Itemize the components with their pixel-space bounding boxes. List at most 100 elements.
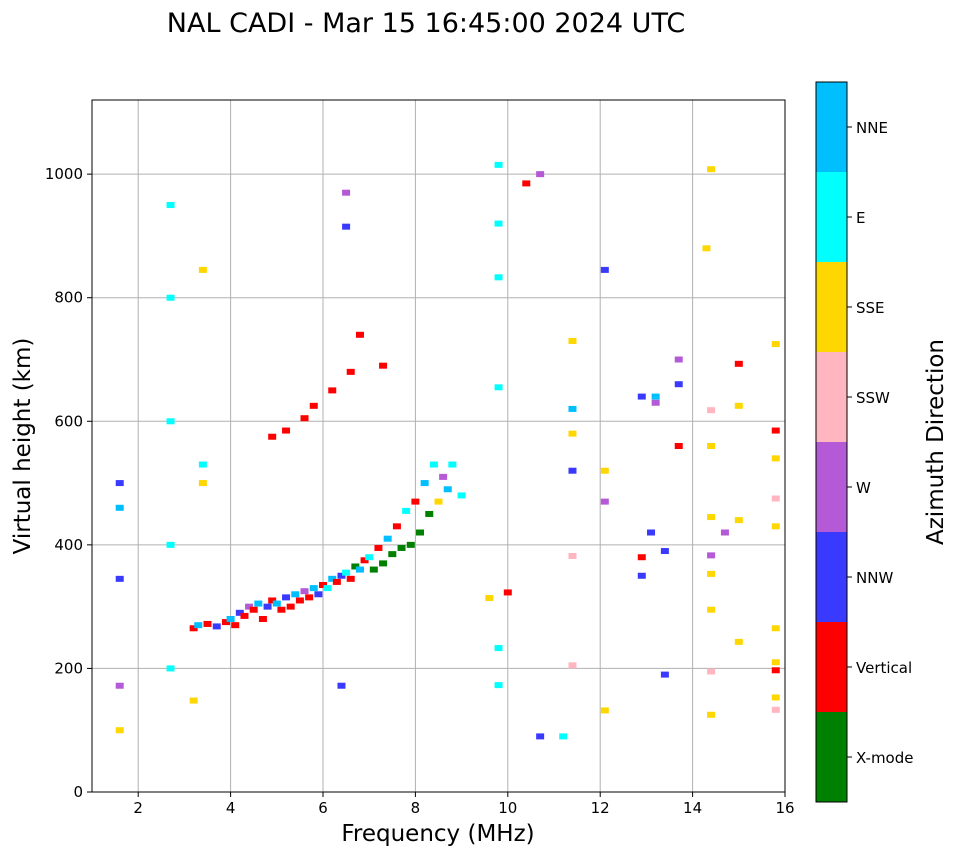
data-point (355, 566, 364, 573)
data-point (771, 625, 780, 632)
data-point (494, 220, 503, 227)
data-point (600, 707, 609, 714)
data-point (337, 572, 346, 579)
data-point (674, 443, 683, 449)
data-point (494, 161, 503, 168)
data-point (720, 529, 729, 536)
x-tick-label: 8 (411, 799, 421, 817)
data-point (660, 548, 669, 555)
data-point (439, 473, 448, 480)
y-tick-label: 1000 (45, 165, 83, 183)
data-point (314, 591, 323, 598)
data-point (342, 569, 351, 576)
data-point (434, 498, 443, 505)
data-point (707, 711, 716, 718)
data-point (249, 606, 258, 613)
data-point (268, 597, 277, 604)
data-point (568, 430, 577, 437)
data-point (115, 682, 124, 689)
data-point (115, 575, 124, 582)
data-point (342, 189, 351, 196)
data-point (771, 659, 780, 666)
data-point (369, 566, 378, 573)
data-point (360, 557, 369, 564)
data-point (397, 544, 406, 551)
data-point (707, 570, 716, 577)
data-point (651, 399, 660, 406)
data-point (707, 552, 716, 559)
data-point (771, 495, 780, 502)
data-point (674, 381, 683, 388)
data-point (411, 498, 420, 505)
data-point (226, 616, 235, 622)
data-point (258, 616, 267, 622)
colorbar-segment (816, 442, 847, 532)
y-tick-label: 400 (54, 536, 83, 554)
data-point (300, 588, 309, 595)
data-point (319, 582, 327, 589)
data-point (379, 362, 388, 369)
data-point (272, 600, 281, 607)
data-point (647, 529, 656, 536)
colorbar-label: Azimuth Direction (923, 339, 949, 545)
data-point (406, 541, 415, 548)
data-point (448, 461, 457, 468)
data-point (707, 514, 716, 521)
data-point (166, 202, 175, 209)
data-point (568, 662, 577, 669)
x-tick-label: 10 (498, 799, 517, 817)
data-point (355, 331, 364, 338)
data-point (559, 733, 568, 740)
data-point (429, 461, 438, 468)
colorbar-segment (816, 352, 847, 442)
data-point (328, 575, 337, 582)
data-point (522, 180, 531, 187)
data-point (300, 415, 309, 422)
data-point (771, 706, 780, 713)
colorbar-segment (816, 622, 847, 712)
data-point (282, 594, 291, 601)
data-point (189, 697, 198, 704)
data-point (637, 572, 646, 579)
data-point (702, 245, 711, 252)
data-point (651, 393, 660, 400)
data-point (383, 535, 392, 542)
chart-title: NAL CADI - Mar 15 16:45:00 2024 UTC (167, 8, 685, 39)
data-point (660, 671, 669, 678)
data-point (379, 560, 388, 567)
data-point (115, 504, 124, 511)
data-point (392, 523, 401, 530)
data-point (295, 597, 304, 604)
y-tick-label: 600 (54, 412, 83, 430)
data-point (674, 356, 683, 363)
colorbar-frame (815, 81, 848, 803)
data-point (637, 554, 646, 561)
data-point (194, 622, 203, 629)
data-point (637, 393, 646, 400)
data-point (346, 575, 355, 582)
data-point (323, 585, 332, 592)
data-point (568, 405, 577, 412)
colorbar-tick-label: SSE (856, 299, 885, 317)
data-point (707, 606, 716, 613)
data-point (771, 523, 780, 530)
data-point (457, 492, 466, 499)
data-point (337, 682, 346, 689)
data-point (485, 594, 494, 601)
colorbar-tick-label: E (856, 209, 865, 227)
data-point (291, 591, 300, 598)
colorbar-segment (816, 262, 847, 352)
data-point (263, 603, 272, 610)
colorbar-tick-label: W (856, 479, 871, 497)
y-tick-label: 800 (54, 289, 83, 307)
data-point (245, 603, 254, 610)
data-point (771, 694, 780, 701)
data-point (221, 619, 230, 626)
data-point (402, 507, 411, 514)
y-axis-label: Virtual height (km) (10, 338, 36, 555)
data-point (771, 455, 780, 462)
data-point (388, 551, 397, 558)
data-point (416, 529, 425, 536)
colorbar-segment (816, 532, 847, 622)
data-point (536, 733, 545, 740)
